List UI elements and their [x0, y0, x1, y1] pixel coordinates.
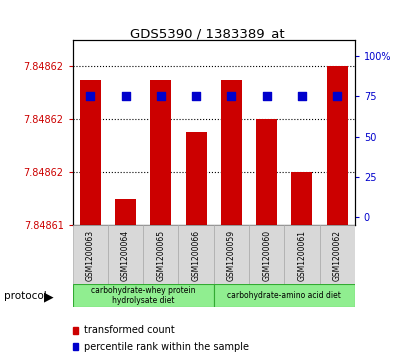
Bar — [73, 284, 214, 307]
Point — [193, 93, 200, 99]
Bar — [108, 225, 143, 285]
Text: GSM1200059: GSM1200059 — [227, 229, 236, 281]
Point — [87, 93, 94, 99]
Text: percentile rank within the sample: percentile rank within the sample — [84, 342, 249, 352]
Bar — [284, 225, 320, 285]
Text: protocol: protocol — [4, 291, 47, 301]
Bar — [214, 225, 249, 285]
Bar — [186, 132, 207, 225]
Bar — [221, 79, 242, 225]
Point — [334, 93, 341, 99]
Text: ▶: ▶ — [44, 290, 53, 303]
Bar — [291, 172, 312, 225]
Bar — [256, 119, 277, 225]
Bar — [327, 66, 348, 225]
Bar — [143, 225, 178, 285]
Bar — [73, 225, 108, 285]
Bar — [249, 225, 284, 285]
Bar — [178, 225, 214, 285]
Text: GSM1200065: GSM1200065 — [156, 229, 165, 281]
Text: GSM1200060: GSM1200060 — [262, 229, 271, 281]
Point — [122, 93, 129, 99]
Text: GSM1200064: GSM1200064 — [121, 229, 130, 281]
Bar — [214, 284, 355, 307]
Text: GSM1200061: GSM1200061 — [298, 229, 306, 281]
Point — [264, 93, 270, 99]
Bar — [115, 199, 136, 225]
Bar — [80, 79, 101, 225]
Text: carbohydrate-whey protein
hydrolysate diet: carbohydrate-whey protein hydrolysate di… — [91, 286, 195, 305]
Text: GDS5390 / 1383389_at: GDS5390 / 1383389_at — [130, 27, 285, 40]
Text: GSM1200062: GSM1200062 — [333, 229, 342, 281]
Text: transformed count: transformed count — [84, 325, 175, 335]
Point — [228, 93, 235, 99]
Text: carbohydrate-amino acid diet: carbohydrate-amino acid diet — [227, 291, 341, 300]
Text: GSM1200063: GSM1200063 — [86, 229, 95, 281]
Point — [299, 93, 305, 99]
Point — [157, 93, 164, 99]
Text: GSM1200066: GSM1200066 — [192, 229, 200, 281]
Bar — [150, 79, 171, 225]
Bar — [320, 225, 355, 285]
